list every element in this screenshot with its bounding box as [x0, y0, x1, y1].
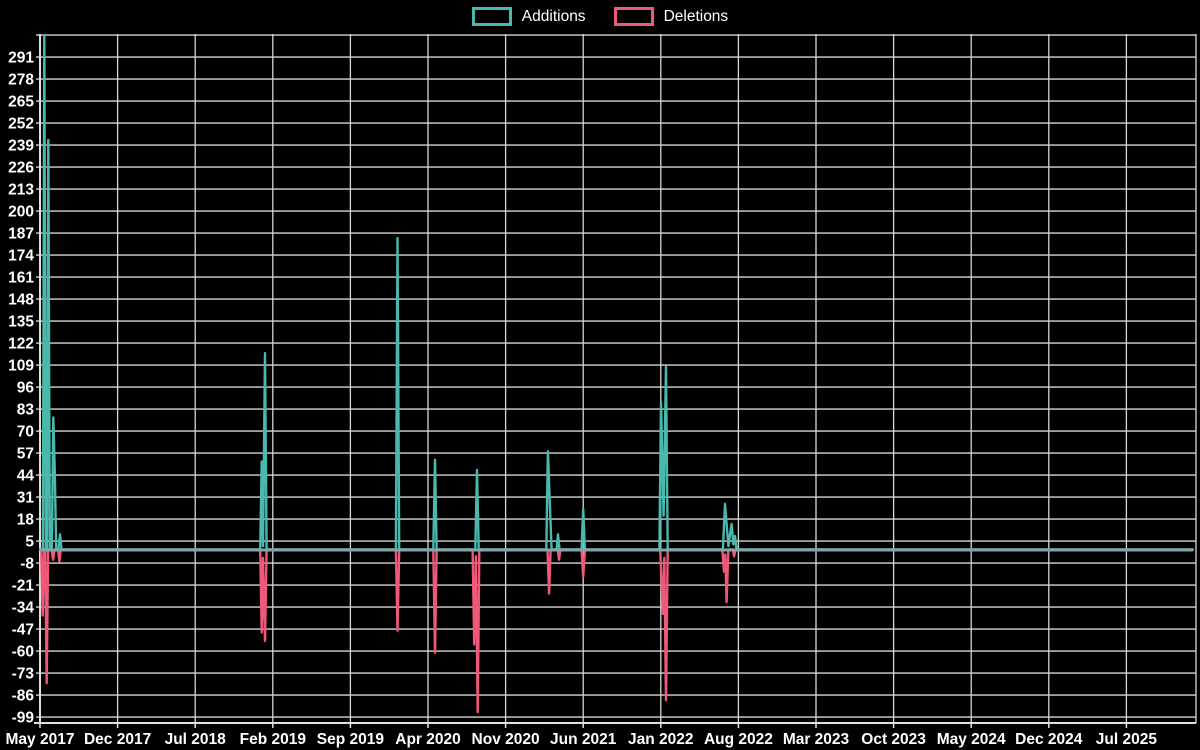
y-tick-label: -60 — [12, 644, 34, 661]
legend-item-deletions[interactable]: Deletions — [613, 7, 729, 26]
y-tick-label: 31 — [17, 490, 35, 507]
x-tick-labels: May 2017 Dec 2017 Jul 2018 Feb 2019 Sep 2019… — [6, 731, 1158, 748]
y-tick-label: 70 — [17, 424, 34, 441]
y-tick-label: 161 — [8, 270, 34, 287]
y-tick-label: 200 — [8, 204, 34, 221]
y-tick-label: 135 — [8, 314, 34, 331]
y-tick-label: 291 — [8, 50, 34, 67]
y-tick-label: -99 — [12, 710, 35, 727]
x-tick-label: Dec 2017 — [84, 731, 151, 748]
x-tick-label: Jan 2022 — [628, 731, 694, 748]
y-tick-label: 57 — [17, 446, 34, 463]
x-gridlines — [39, 34, 1197, 728]
additions-legend-label: Additions — [521, 8, 586, 25]
x-tick-label: May 2024 — [937, 731, 1006, 748]
y-tick-label: -34 — [12, 600, 35, 617]
x-tick-label: May 2017 — [6, 731, 75, 748]
chart-legend: Additions Deletions — [0, 7, 1200, 26]
y-tick-label: 148 — [8, 292, 34, 309]
x-tick-label: Jul 2018 — [165, 731, 227, 748]
additions-line — [38, 34, 1195, 551]
x-tick-label: Jul 2025 — [1096, 731, 1158, 748]
x-tick-label: Sep 2019 — [317, 731, 385, 748]
x-tick-label: Feb 2019 — [240, 731, 307, 748]
y-tick-label: -21 — [12, 578, 35, 595]
y-tick-label: 213 — [8, 182, 34, 199]
y-tick-label: 187 — [8, 226, 34, 243]
y-tick-label: 96 — [17, 380, 35, 397]
x-tick-label: Nov 2020 — [472, 731, 540, 748]
y-gridlines — [36, 34, 1196, 718]
deletions-legend-label: Deletions — [663, 8, 729, 25]
x-tick-label: Apr 2020 — [395, 731, 460, 748]
deletions-swatch-icon — [613, 7, 654, 26]
y-tick-labels: 291 278 265 252 239 226 213 200 187 174 161 148 135 1… — [8, 50, 34, 727]
x-tick-label: Jun 2021 — [550, 731, 617, 748]
x-tick-label: Oct 2023 — [861, 731, 926, 748]
y-tick-label: 239 — [8, 138, 34, 155]
y-tick-label: 83 — [17, 402, 35, 419]
y-tick-label: -73 — [12, 666, 35, 683]
y-tick-label: 174 — [8, 248, 34, 265]
y-tick-label: 278 — [8, 72, 34, 89]
y-tick-label: 109 — [8, 358, 34, 375]
y-tick-label: 18 — [17, 512, 35, 529]
legend-item-additions[interactable]: Additions — [471, 7, 586, 26]
y-tick-label: 5 — [25, 534, 34, 551]
y-tick-label: -86 — [12, 688, 35, 705]
y-tick-label: -8 — [20, 556, 34, 573]
y-tick-label: 252 — [8, 116, 34, 133]
series-group — [38, 34, 1195, 714]
y-tick-label: 122 — [8, 336, 34, 353]
additions-swatch-icon — [471, 7, 512, 26]
x-tick-label: Dec 2024 — [1015, 731, 1083, 748]
deletions-line — [38, 548, 1195, 714]
x-tick-label: Mar 2023 — [783, 731, 850, 748]
x-tick-label: Aug 2022 — [704, 731, 773, 748]
y-tick-label: 226 — [8, 160, 34, 177]
y-tick-label: 44 — [17, 468, 35, 485]
y-tick-label: 265 — [8, 94, 34, 111]
y-tick-label: -47 — [12, 622, 34, 639]
